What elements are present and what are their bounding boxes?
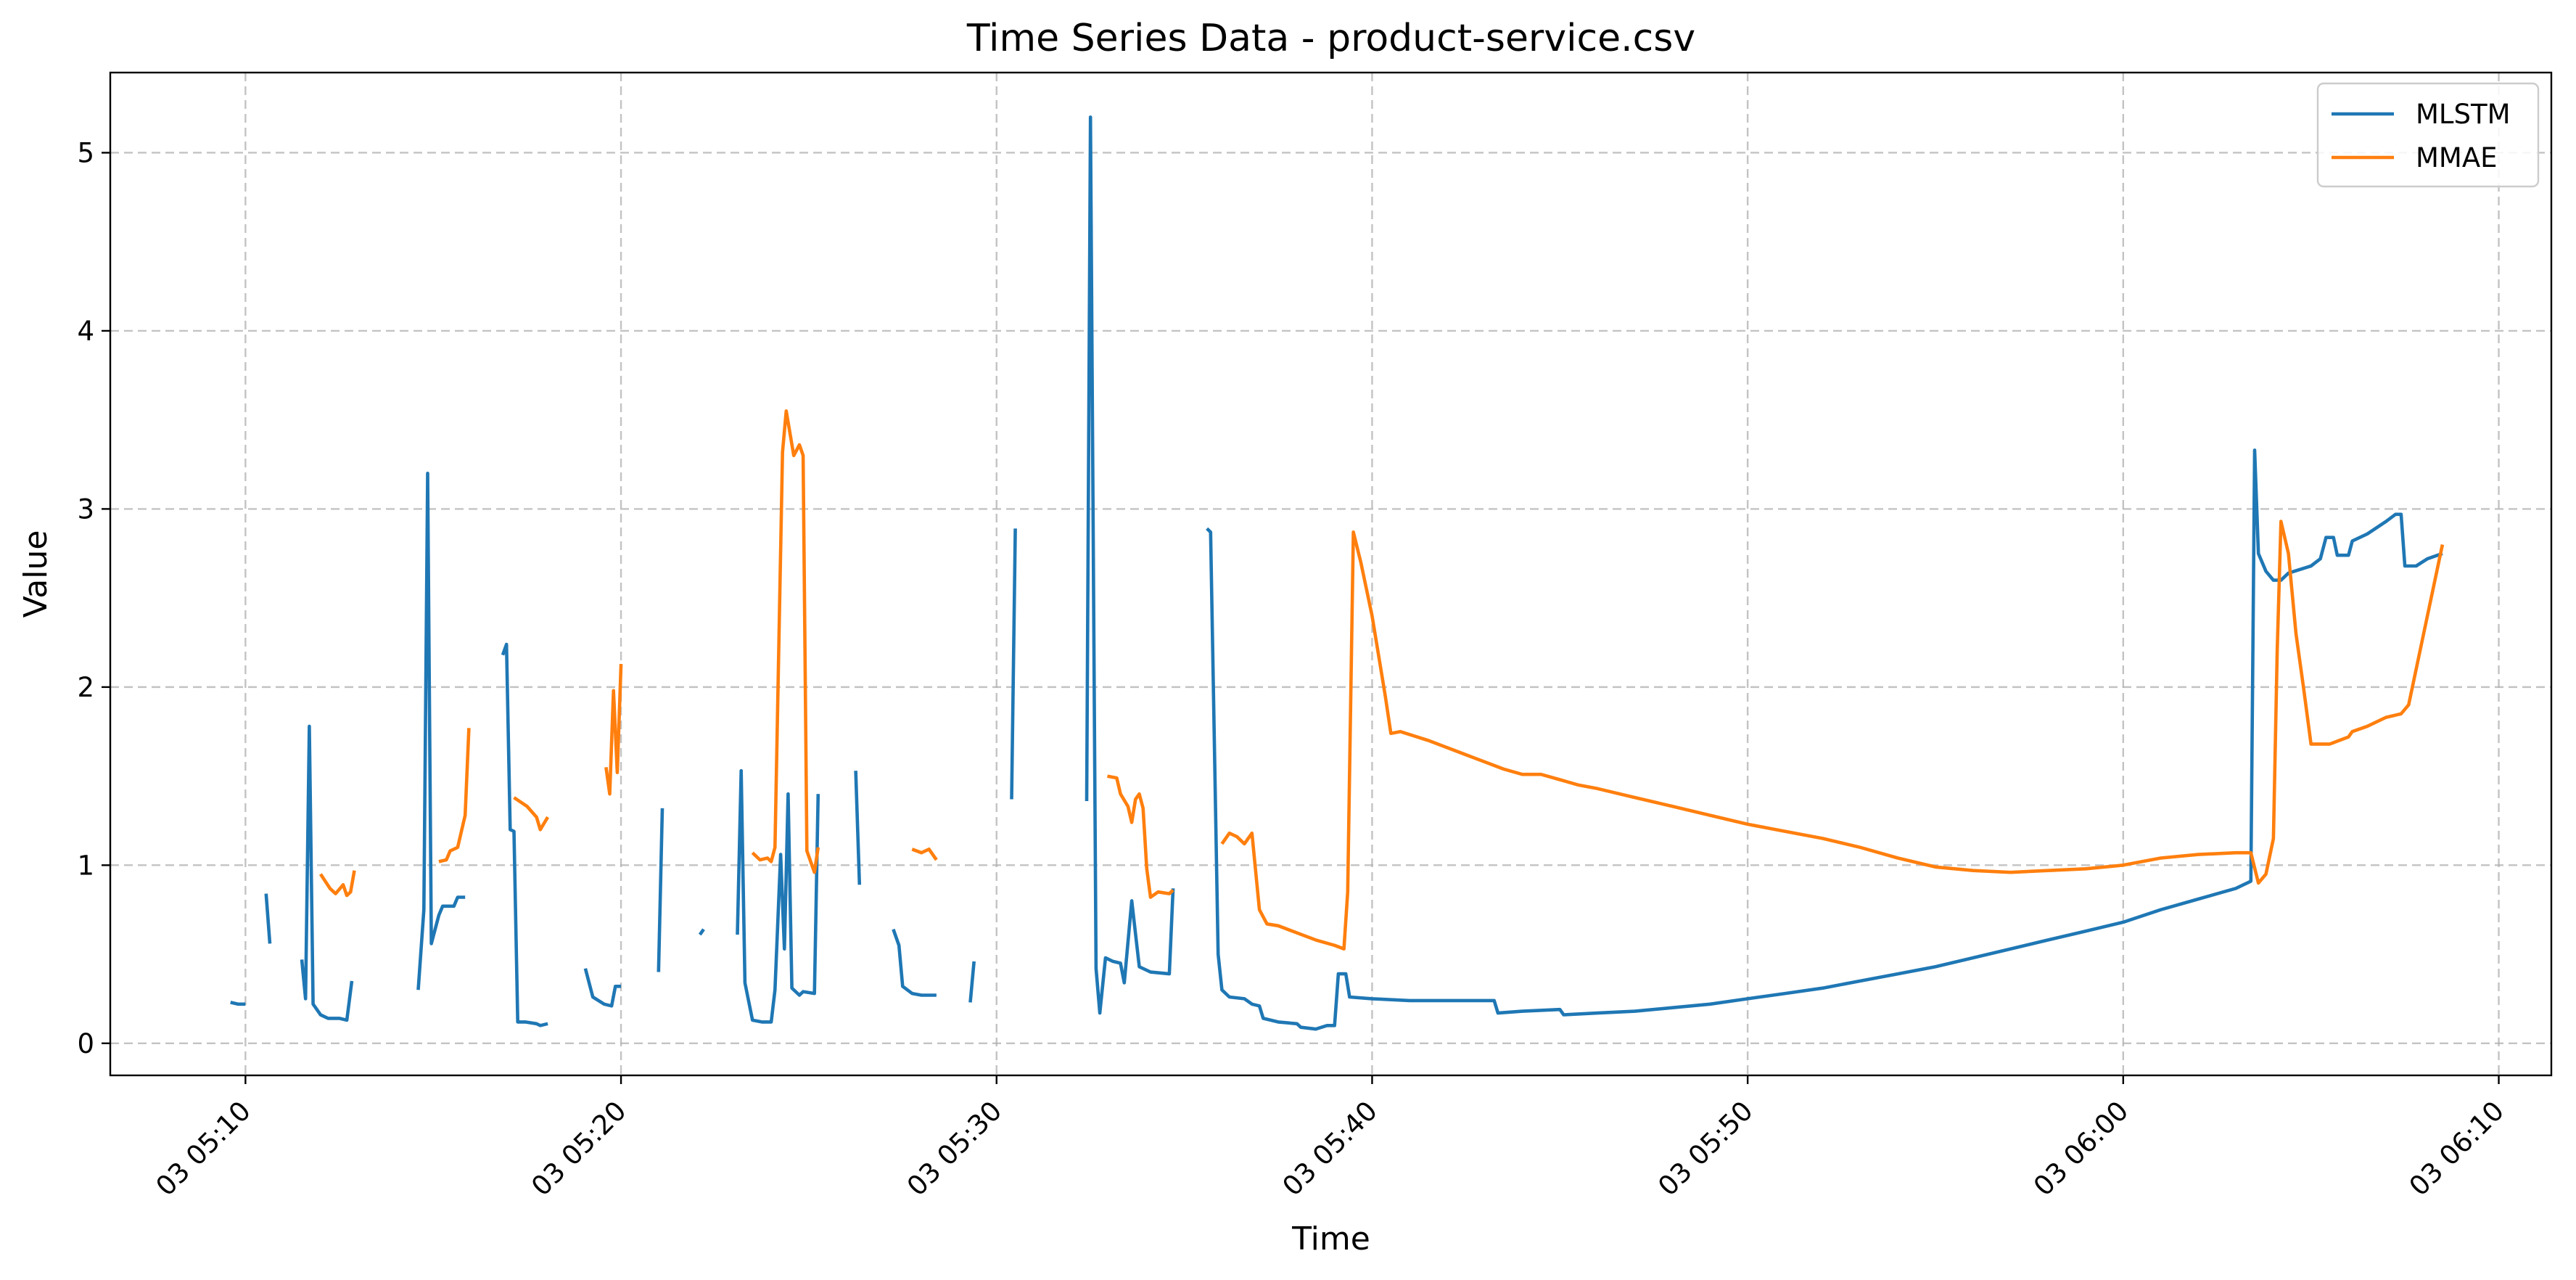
series-mmae — [318, 409, 2445, 951]
series-line-mlstm — [1010, 528, 1017, 800]
series-line-mlstm — [968, 961, 976, 1003]
series-line-mmae — [604, 663, 623, 796]
y-tick-label: 4 — [77, 316, 94, 347]
series-layer — [230, 115, 2445, 1031]
series-line-mlstm — [501, 642, 548, 1027]
y-tick-label: 2 — [77, 672, 94, 703]
series-line-mmae — [751, 409, 820, 874]
series-line-mlstm — [416, 471, 466, 990]
series-line-mlstm — [657, 808, 664, 972]
series-line-mlstm — [583, 968, 622, 1008]
series-line-mlstm — [1206, 448, 2443, 1031]
series-line-mlstm — [264, 893, 272, 944]
series-line-mmae — [1107, 774, 1174, 899]
x-axis-label: Time — [1291, 1220, 1370, 1258]
series-line-mlstm — [698, 928, 705, 936]
series-line-mmae — [911, 848, 938, 861]
legend-label-mmae: MMAE — [2416, 142, 2498, 173]
series-line-mlstm — [854, 771, 862, 885]
plot-frame — [109, 71, 2553, 1077]
y-axis-label: Value — [17, 530, 54, 618]
chart-title: Time Series Data - product-service.csv — [966, 17, 1695, 60]
series-line-mlstm — [300, 724, 354, 1022]
series-line-mlstm — [1085, 115, 1175, 1015]
series-line-mmae — [513, 796, 550, 832]
y-tick-label: 0 — [77, 1028, 94, 1059]
legend-label-mlstm: MLSTM — [2416, 99, 2511, 130]
series-line-mmae — [438, 728, 471, 863]
series-line-mmae — [1220, 520, 2445, 951]
series-line-mmae — [318, 870, 356, 898]
y-tick-label: 3 — [77, 493, 94, 525]
series-line-mlstm — [892, 928, 937, 997]
series-line-mlstm — [230, 1001, 246, 1006]
legend-box — [2316, 82, 2540, 188]
series-line-mlstm — [736, 768, 820, 1024]
y-tick-label: 5 — [77, 137, 94, 168]
series-mlstm — [230, 115, 2443, 1031]
y-tick-label: 1 — [77, 850, 94, 881]
legend: MLSTM MMAE — [2316, 82, 2540, 188]
grid-lines — [110, 73, 2551, 1075]
